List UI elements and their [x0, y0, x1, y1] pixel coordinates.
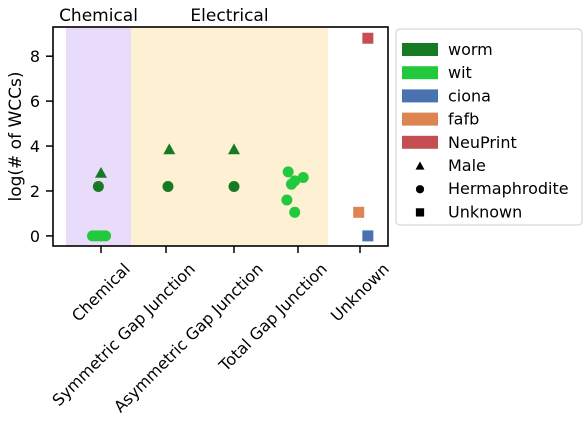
shaded-region-0 — [66, 27, 131, 246]
legend-marker-circle — [415, 185, 425, 194]
legend-label: worm — [448, 40, 493, 59]
region-label: Chemical — [59, 6, 138, 26]
data-point-wit — [100, 230, 112, 242]
legend-box — [395, 28, 583, 226]
legend-marker-triangle — [415, 161, 425, 170]
region-label: Electrical — [190, 6, 268, 26]
legend-label: Hermaphrodite — [448, 179, 569, 198]
data-point-worm — [228, 180, 240, 192]
legend-swatch — [402, 135, 438, 149]
data-point-ciona — [362, 230, 374, 242]
plot-frame — [52, 26, 389, 247]
data-point-worm — [95, 167, 107, 178]
y-axis-label: log(# of WCCs) — [6, 71, 26, 201]
legend-marker-square — [415, 208, 425, 217]
y-tick-label: 2 — [30, 182, 40, 201]
data-point-neuprint — [362, 32, 374, 44]
data-point-wit — [281, 194, 293, 206]
x-tick-label: Total Gap Junction — [215, 259, 331, 375]
x-tick-label: Chemical — [68, 259, 134, 325]
legend-label: fafb — [448, 110, 479, 129]
data-point-fafb — [353, 206, 365, 218]
data-point-wit — [289, 206, 301, 218]
data-point-worm — [162, 180, 174, 192]
data-point-worm — [228, 143, 240, 155]
legend-label: Unknown — [448, 202, 522, 221]
legend-label: ciona — [448, 86, 491, 105]
data-point-wit — [282, 166, 294, 178]
x-tick-label: Unknown — [327, 259, 393, 325]
legend-swatch — [402, 66, 438, 80]
legend-swatch — [402, 89, 438, 103]
y-tick-label: 0 — [30, 227, 40, 246]
legend-swatch — [402, 43, 438, 56]
legend-label: NeuPrint — [448, 133, 517, 152]
legend-label: wit — [448, 63, 472, 82]
data-point-worm — [92, 180, 104, 192]
data-point-wit — [297, 171, 309, 183]
y-tick-label: 8 — [30, 47, 40, 66]
data-point-wit — [289, 175, 301, 187]
legend-swatch — [402, 112, 438, 126]
y-tick-label: 4 — [30, 137, 40, 156]
legend-label: Male — [448, 156, 486, 175]
y-tick-label: 6 — [30, 92, 40, 111]
data-point-worm — [163, 143, 176, 155]
